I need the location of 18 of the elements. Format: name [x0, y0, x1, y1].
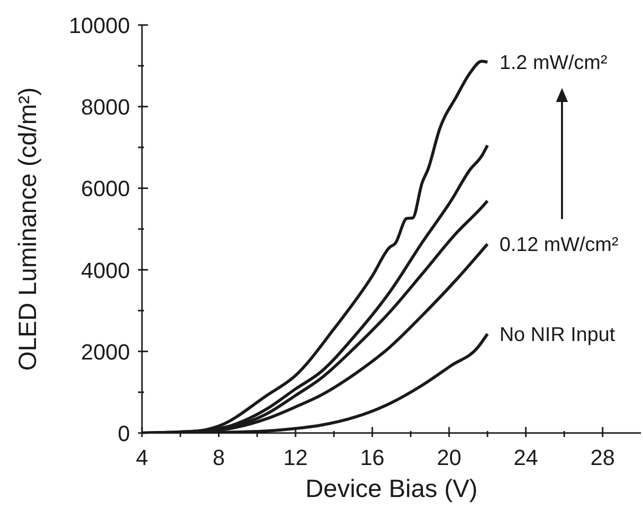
y-tick-label: 10000: [68, 13, 130, 38]
y-tick-label: 8000: [81, 94, 130, 120]
x-tick-label: 24: [514, 445, 538, 470]
series-label: 0.12 mW/cm²: [499, 234, 619, 256]
series-label: 1.2 mW/cm²: [499, 52, 608, 74]
y-tick-label: 6000: [81, 176, 130, 202]
y-axis-title: OLED Luminance (cd/m²): [14, 87, 42, 371]
x-tick-label: 20: [436, 445, 462, 470]
y-tick-label: 4000: [81, 258, 130, 283]
x-tick-label: 16: [360, 445, 385, 470]
y-tick-label: 0: [118, 421, 130, 446]
x-axis-title: Device Bias (V): [305, 475, 478, 503]
x-tick-label: 28: [590, 445, 615, 470]
series-label: No NIR Input: [499, 324, 616, 346]
x-tick-label: 8: [212, 445, 225, 470]
x-tick-label: 4: [136, 445, 148, 470]
y-tick-label: 2000: [81, 339, 130, 364]
x-tick-label: 12: [283, 445, 308, 470]
